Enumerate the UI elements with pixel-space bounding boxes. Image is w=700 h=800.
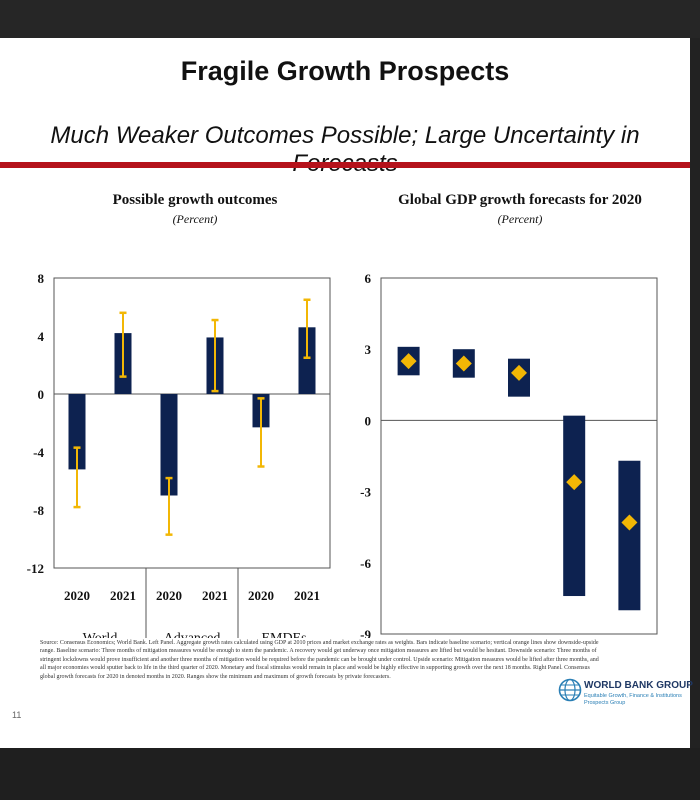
plot-frame	[53, 277, 331, 569]
average-marker	[621, 514, 638, 531]
x-tick-label: 2020	[248, 588, 274, 603]
y-tick-label: 8	[38, 271, 45, 286]
bottom-black-bar	[0, 748, 700, 800]
right-chart: 6 3 0 -3 -6 -9	[360, 271, 658, 638]
title-divider	[0, 162, 690, 168]
right-chart-title: Global GDP growth forecasts for 2020	[398, 192, 642, 208]
y-tick-label: 6	[365, 271, 372, 286]
globe-icon	[558, 678, 582, 702]
x-tick-label: 2020	[64, 588, 90, 603]
average-marker	[566, 474, 583, 491]
top-black-bar	[0, 0, 700, 38]
y-tick-label: -8	[33, 503, 44, 518]
y-tick-label: 3	[365, 342, 372, 357]
x-tick-label: 2021	[294, 588, 320, 603]
left-chart-unit: (Percent)	[172, 212, 218, 226]
average-marker	[455, 355, 472, 372]
source-note: Source: Consensus Economics; World Bank.…	[40, 640, 599, 680]
bar	[68, 394, 86, 470]
plot-frame	[380, 277, 658, 635]
logo-sub-line-1: Equitable Growth, Finance & Institutions	[584, 693, 682, 699]
x-tick-label: 2021	[202, 588, 228, 603]
page-number: 11	[12, 710, 22, 720]
world-bank-logo: WORLD BANK GROUP Equitable Growth, Finan…	[558, 678, 693, 718]
group-label: EMDEs	[261, 631, 306, 638]
logo-sub-line-2: Prospects Group	[584, 700, 626, 706]
bar	[160, 394, 178, 496]
y-tick-label: 0	[38, 387, 45, 402]
y-tick-label: -9	[360, 627, 371, 638]
left-chart-title: Possible growth outcomes	[112, 192, 278, 208]
range-bar	[563, 415, 586, 597]
y-tick-label: -6	[360, 556, 371, 571]
x-tick-label: 2021	[110, 588, 136, 603]
left-chart: 840-4-8-1220202021World20202021Advancede…	[27, 271, 331, 638]
bar	[298, 327, 316, 394]
y-tick-label: -3	[360, 485, 371, 500]
average-marker	[511, 364, 527, 381]
y-tick-label: -4	[33, 445, 44, 460]
x-tick-label: 2020	[156, 588, 182, 603]
slide: Fragile Growth Prospects Much Weaker Out…	[0, 38, 693, 748]
logo-subtitle: Equitable Growth, Finance & Institutions…	[584, 693, 682, 707]
slide-title: Fragile Growth Prospects	[180, 56, 510, 86]
slide-subtitle: Much Weaker Outcomes Possible; Large Unc…	[50, 122, 640, 177]
logo-name: WORLD BANK GROUP	[584, 680, 693, 691]
group-label: Advanced	[164, 631, 221, 638]
right-chart-unit: (Percent)	[497, 212, 543, 226]
y-tick-label: 4	[38, 329, 45, 344]
group-label: World	[83, 631, 118, 638]
average-marker	[400, 353, 417, 370]
y-tick-label: -12	[27, 561, 44, 576]
range-bar	[618, 460, 641, 611]
y-tick-label: 0	[365, 413, 372, 428]
